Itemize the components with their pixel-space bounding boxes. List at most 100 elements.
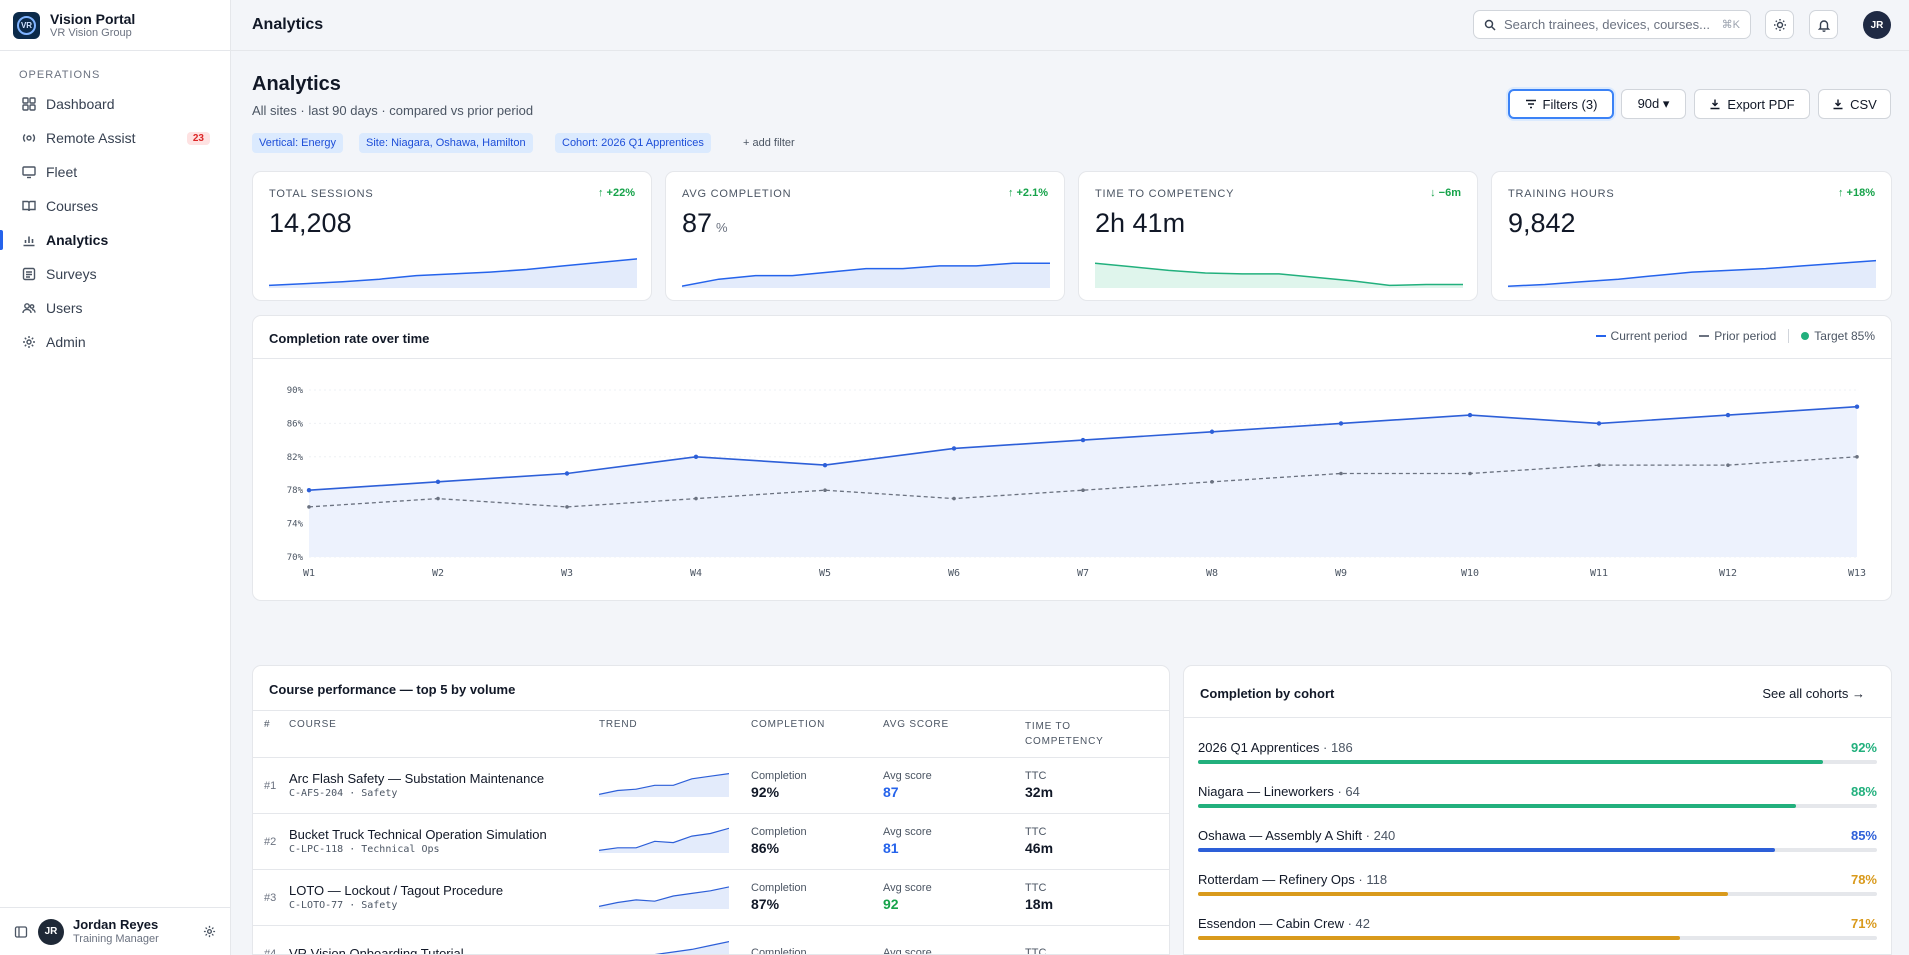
sidebar-item-label: Admin	[46, 334, 86, 350]
download-icon	[1709, 98, 1721, 110]
table-row[interactable]: #3 LOTO — Lockout / Tagout Procedure C-LOT…	[253, 869, 1169, 926]
x-tick-label: W4	[690, 568, 702, 579]
filter-chip-cohort[interactable]: Cohort: 2026 Q1 Apprentices	[555, 133, 711, 153]
csv-button[interactable]: CSV	[1818, 89, 1891, 119]
completion-line-chart: 90% 86% 82% 78% 74% 70% W1 W2 W3 W4 W5 W6 W7 W8 W9 W10 W…	[287, 386, 1866, 579]
kpi-delta: ↑ +18%	[1837, 187, 1875, 199]
x-tick-label: W9	[1335, 568, 1347, 579]
sidebar-item-courses[interactable]: Courses	[0, 189, 230, 223]
cohort-row[interactable]: Essendon — Cabin Crew · 42 71%	[1198, 916, 1877, 954]
range-label: 90d ▾	[1637, 96, 1670, 111]
prior-point	[1855, 455, 1859, 459]
ttc-label: TTC	[1025, 826, 1047, 838]
y-tick-label: 82%	[287, 453, 304, 463]
course-name: LOTO — Lockout / Tagout Procedure	[289, 882, 504, 898]
cohort-row[interactable]: 2026 Q1 Apprentices · 186 92%	[1198, 740, 1877, 780]
brand-subtitle: VR Vision Group	[50, 26, 132, 39]
legend-prior[interactable]: Prior period	[1699, 329, 1776, 343]
sidebar-item-label: Fleet	[46, 164, 78, 180]
current-area	[309, 406, 1857, 557]
sidebar-item-fleet[interactable]: Fleet	[0, 155, 230, 189]
y-tick-label: 70%	[287, 553, 304, 563]
export-pdf-button[interactable]: Export PDF	[1694, 89, 1810, 119]
sparkline-line	[682, 262, 1050, 287]
table-row[interactable]: #4 VR Vision Onboarding Tutorial Completio…	[253, 925, 1169, 955]
course-score: Avg score 92	[883, 869, 1025, 926]
search-placeholder: Search trainees, devices, courses...	[1504, 17, 1710, 32]
cohort-row[interactable]: Rotterdam — Refinery Ops · 118 78%	[1198, 872, 1877, 912]
topbar-title: Analytics	[252, 16, 324, 33]
course-table-title: Course performance — top 5 by volume	[269, 682, 516, 697]
see-all-cohorts-link[interactable]: See all cohorts →	[1762, 686, 1865, 701]
col-completion[interactable]: COMPLETION	[751, 710, 883, 758]
course-rank: #2	[253, 813, 289, 870]
cohort-progress-fill	[1198, 760, 1823, 764]
sidebar-item-remote-assist[interactable]: Remote Assist 23	[0, 121, 230, 155]
col-avg-score[interactable]: AVG SCORE	[883, 710, 1025, 758]
add-filter-link[interactable]: + add filter	[743, 137, 795, 149]
current-point	[693, 454, 699, 459]
cohort-row[interactable]: Oshawa — Assembly A Shift · 240 85%	[1198, 828, 1877, 868]
col-ttc[interactable]: TIME TO COMPETENCY	[1025, 710, 1169, 758]
grid-icon	[21, 96, 37, 112]
x-tick-label: W11	[1590, 568, 1608, 579]
course-cell[interactable]: Arc Flash Safety — Substation Maintenanc…	[289, 757, 599, 814]
legend-target[interactable]: Target 85%	[1801, 329, 1875, 343]
arrow-up-icon: ↑	[1837, 187, 1844, 199]
filter-chip-vertical[interactable]: Vertical: Energy	[252, 133, 344, 153]
cohort-name: Essendon — Cabin Crew · 42	[1198, 916, 1370, 931]
cohort-progress-track	[1198, 760, 1877, 764]
sun-icon	[1773, 18, 1787, 32]
current-point	[1080, 437, 1086, 443]
kpi-value: 14,208	[269, 208, 352, 238]
kpi-card-total-sessions[interactable]: TOTAL SESSIONS ↑ +22% 14,208	[252, 171, 652, 301]
ttc-value: 18m	[1025, 896, 1054, 912]
sidebar-toggle-icon[interactable]	[14, 925, 28, 939]
x-tick-label: W3	[561, 568, 573, 579]
course-cell[interactable]: Bucket Truck Technical Operation Simulat…	[289, 813, 599, 870]
ttc-label: TTC	[1025, 882, 1047, 894]
course-cell[interactable]: LOTO — Lockout / Tagout Procedure C-LOTO-…	[289, 869, 599, 926]
theme-toggle-button[interactable]	[1765, 10, 1794, 39]
sidebar-item-label: Surveys	[46, 266, 97, 282]
search-input[interactable]: Search trainees, devices, courses... ⌘K	[1473, 10, 1751, 39]
range-select[interactable]: 90d ▾	[1621, 89, 1686, 119]
cohort-percent: 78%	[1850, 872, 1877, 887]
course-code: C-LOTO-77 · Safety	[289, 899, 398, 911]
sidebar-item-dashboard[interactable]: Dashboard	[0, 87, 230, 121]
user-name: Jordan Reyes	[73, 917, 159, 932]
table-row[interactable]: #1 Arc Flash Safety — Substation Maintena…	[253, 757, 1169, 814]
trend-area	[599, 828, 729, 853]
table-row[interactable]: #2 Bucket Truck Technical Operation Simul…	[253, 813, 1169, 870]
topbar-avatar[interactable]: JR	[1863, 11, 1891, 39]
course-cell[interactable]: VR Vision Onboarding Tutorial	[289, 925, 599, 954]
cohort-row[interactable]: Niagara — Lineworkers · 64 88%	[1198, 784, 1877, 824]
score-label: Avg score	[883, 947, 932, 955]
sidebar-item-surveys[interactable]: Surveys	[0, 257, 230, 291]
sidebar-item-users[interactable]: Users	[0, 291, 230, 325]
completion-label: Completion	[751, 770, 807, 782]
settings-icon[interactable]	[203, 925, 216, 938]
course-trend	[598, 869, 751, 926]
sidebar-item-analytics[interactable]: Analytics	[0, 223, 230, 257]
download-icon	[1832, 98, 1844, 110]
notifications-button[interactable]	[1809, 10, 1838, 39]
sidebar-item-label: Users	[46, 300, 83, 316]
user-avatar[interactable]: JR	[38, 918, 64, 945]
current-point	[822, 462, 828, 468]
sidebar-item-admin[interactable]: Admin	[0, 325, 230, 359]
kpi-card-time-to-competency[interactable]: TIME TO COMPETENCY ↓ −6m 2h 41m	[1078, 171, 1478, 301]
filter-chip-site[interactable]: Site: Niagara, Oshawa, Hamilton	[359, 133, 533, 153]
kpi-card-training-hours[interactable]: TRAINING HOURS ↑ +18% 9,842	[1491, 171, 1892, 301]
kpi-card-avg-completion[interactable]: AVG COMPLETION ↑ +2.1% 87%	[665, 171, 1065, 301]
brand[interactable]: VR Vision Portal VR Vision Group	[0, 0, 230, 51]
score-value: 81	[883, 840, 899, 856]
legend-current[interactable]: Current period	[1595, 329, 1687, 343]
filters-button[interactable]: Filters (3)	[1508, 89, 1614, 119]
kpi-delta: ↓ −6m	[1430, 187, 1461, 199]
col-course[interactable]: COURSE	[289, 710, 599, 758]
completion-label: Completion	[751, 882, 807, 894]
radio-icon	[21, 130, 37, 146]
cohort-progress-track	[1198, 804, 1877, 808]
cohort-percent: 85%	[1850, 828, 1877, 843]
